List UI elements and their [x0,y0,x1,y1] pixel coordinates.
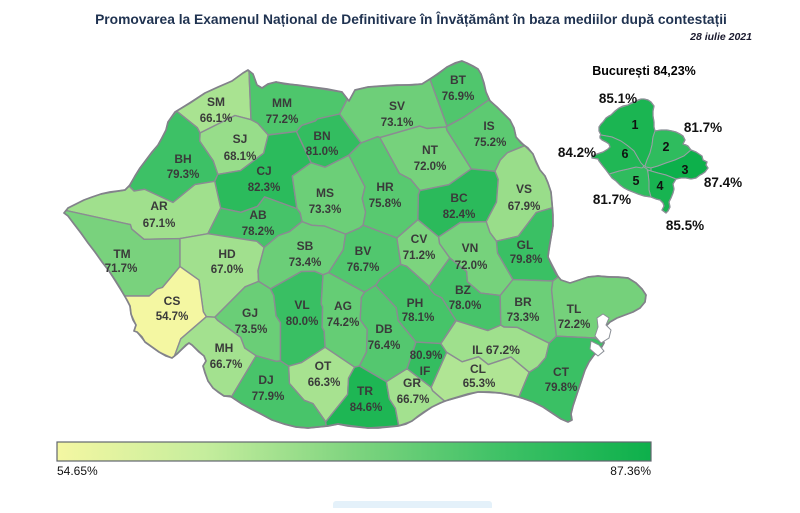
svg-text:79.8%: 79.8% [545,382,578,394]
svg-text:81.0%: 81.0% [306,146,339,158]
svg-text:82.3%: 82.3% [248,182,281,194]
svg-text:73.3%: 73.3% [309,204,342,216]
svg-text:71.2%: 71.2% [403,250,436,262]
svg-text:HD: HD [218,247,236,261]
svg-text:CL: CL [470,362,486,376]
svg-text:85.1%: 85.1% [599,91,637,106]
svg-text:CV: CV [411,232,428,246]
svg-text:73.1%: 73.1% [381,117,414,129]
svg-text:72.0%: 72.0% [414,161,447,173]
svg-text:78.0%: 78.0% [449,300,482,312]
svg-text:MM: MM [272,96,292,110]
svg-text:DJ: DJ [258,373,273,387]
svg-text:67.0%: 67.0% [211,264,244,276]
svg-text:GJ: GJ [242,306,258,320]
svg-text:BR: BR [514,295,532,309]
svg-text:6: 6 [622,147,629,161]
svg-text:4: 4 [657,179,664,193]
svg-text:72.2%: 72.2% [558,319,591,331]
svg-text:Promovarea la Examenul Naționa: Promovarea la Examenul Național de Defin… [95,10,727,27]
svg-text:PH: PH [407,296,424,310]
svg-text:79.3%: 79.3% [167,169,200,181]
svg-text:77.9%: 77.9% [252,391,285,403]
svg-text:65.3%: 65.3% [463,378,496,390]
svg-text:67.9%: 67.9% [508,201,541,213]
svg-text:AB: AB [249,208,267,222]
svg-text:84.2%: 84.2% [558,145,596,160]
svg-text:81.7%: 81.7% [684,120,722,135]
svg-text:84.6%: 84.6% [350,402,383,414]
svg-text:CS: CS [164,294,181,308]
svg-text:71.7%: 71.7% [105,263,138,275]
svg-text:VS: VS [516,182,532,196]
svg-text:87.4%: 87.4% [704,175,742,190]
svg-text:VN: VN [462,241,479,255]
svg-text:BC: BC [450,191,468,205]
svg-text:BT: BT [450,73,467,87]
svg-text:TR: TR [357,384,373,398]
svg-text:66.7%: 66.7% [210,359,243,371]
svg-text:2: 2 [663,140,670,154]
svg-text:SM: SM [207,95,225,109]
svg-text:81.7%: 81.7% [593,192,631,207]
svg-text:78.1%: 78.1% [402,312,435,324]
svg-text:76.4%: 76.4% [368,340,401,352]
svg-text:GL: GL [517,238,534,252]
svg-text:85.5%: 85.5% [666,218,704,233]
svg-text:73.5%: 73.5% [235,324,268,336]
svg-text:SJ: SJ [233,132,248,146]
svg-text:68.1%: 68.1% [224,151,257,163]
svg-text:MH: MH [215,341,234,355]
svg-text:NT: NT [422,143,439,157]
svg-text:76.7%: 76.7% [347,262,380,274]
svg-text:CJ: CJ [256,164,271,178]
svg-text:IL 67.2%: IL 67.2% [472,343,520,357]
svg-text:AR: AR [150,199,168,213]
svg-text:80.0%: 80.0% [286,316,319,328]
svg-text:28 iulie 2021: 28 iulie 2021 [689,31,752,43]
svg-text:DB: DB [375,322,393,336]
svg-text:54.65%: 54.65% [57,464,98,478]
svg-text:5: 5 [633,174,640,188]
svg-text:BV: BV [355,244,372,258]
svg-text:67.1%: 67.1% [143,218,176,230]
svg-text:73.4%: 73.4% [289,257,322,269]
svg-text:87.36%: 87.36% [610,464,651,478]
svg-text:BZ: BZ [455,283,471,297]
svg-text:TL: TL [567,302,582,316]
svg-text:1: 1 [632,118,639,132]
svg-text:SB: SB [297,239,314,253]
svg-text:3: 3 [682,163,689,177]
svg-text:București 84,23%: București 84,23% [592,64,696,78]
svg-text:TM: TM [113,247,130,261]
svg-text:54.7%: 54.7% [156,311,189,323]
svg-text:BN: BN [313,129,330,143]
svg-text:74.2%: 74.2% [327,317,360,329]
svg-text:SV: SV [389,99,405,113]
svg-text:OT: OT [315,359,332,373]
svg-text:IF: IF [420,364,431,378]
svg-text:HR: HR [376,180,394,194]
svg-text:82.4%: 82.4% [443,209,476,221]
svg-text:76.9%: 76.9% [442,91,475,103]
svg-text:BH: BH [174,152,191,166]
svg-text:GR: GR [403,376,421,390]
svg-text:72.0%: 72.0% [455,260,488,272]
svg-text:CT: CT [553,365,570,379]
svg-text:78.2%: 78.2% [242,226,275,238]
svg-text:66.1%: 66.1% [200,113,233,125]
svg-text:66.3%: 66.3% [308,377,341,389]
svg-text:75.8%: 75.8% [369,198,402,210]
svg-text:73.3%: 73.3% [507,312,540,324]
svg-text:AG: AG [334,299,352,313]
svg-text:79.8%: 79.8% [510,254,543,266]
svg-text:IS: IS [483,119,494,133]
svg-text:66.7%: 66.7% [397,394,430,406]
svg-text:77.2%: 77.2% [266,114,299,126]
svg-text:80.9%: 80.9% [410,350,443,362]
svg-text:75.2%: 75.2% [474,137,507,149]
svg-text:VL: VL [294,298,309,312]
svg-text:MS: MS [316,186,334,200]
